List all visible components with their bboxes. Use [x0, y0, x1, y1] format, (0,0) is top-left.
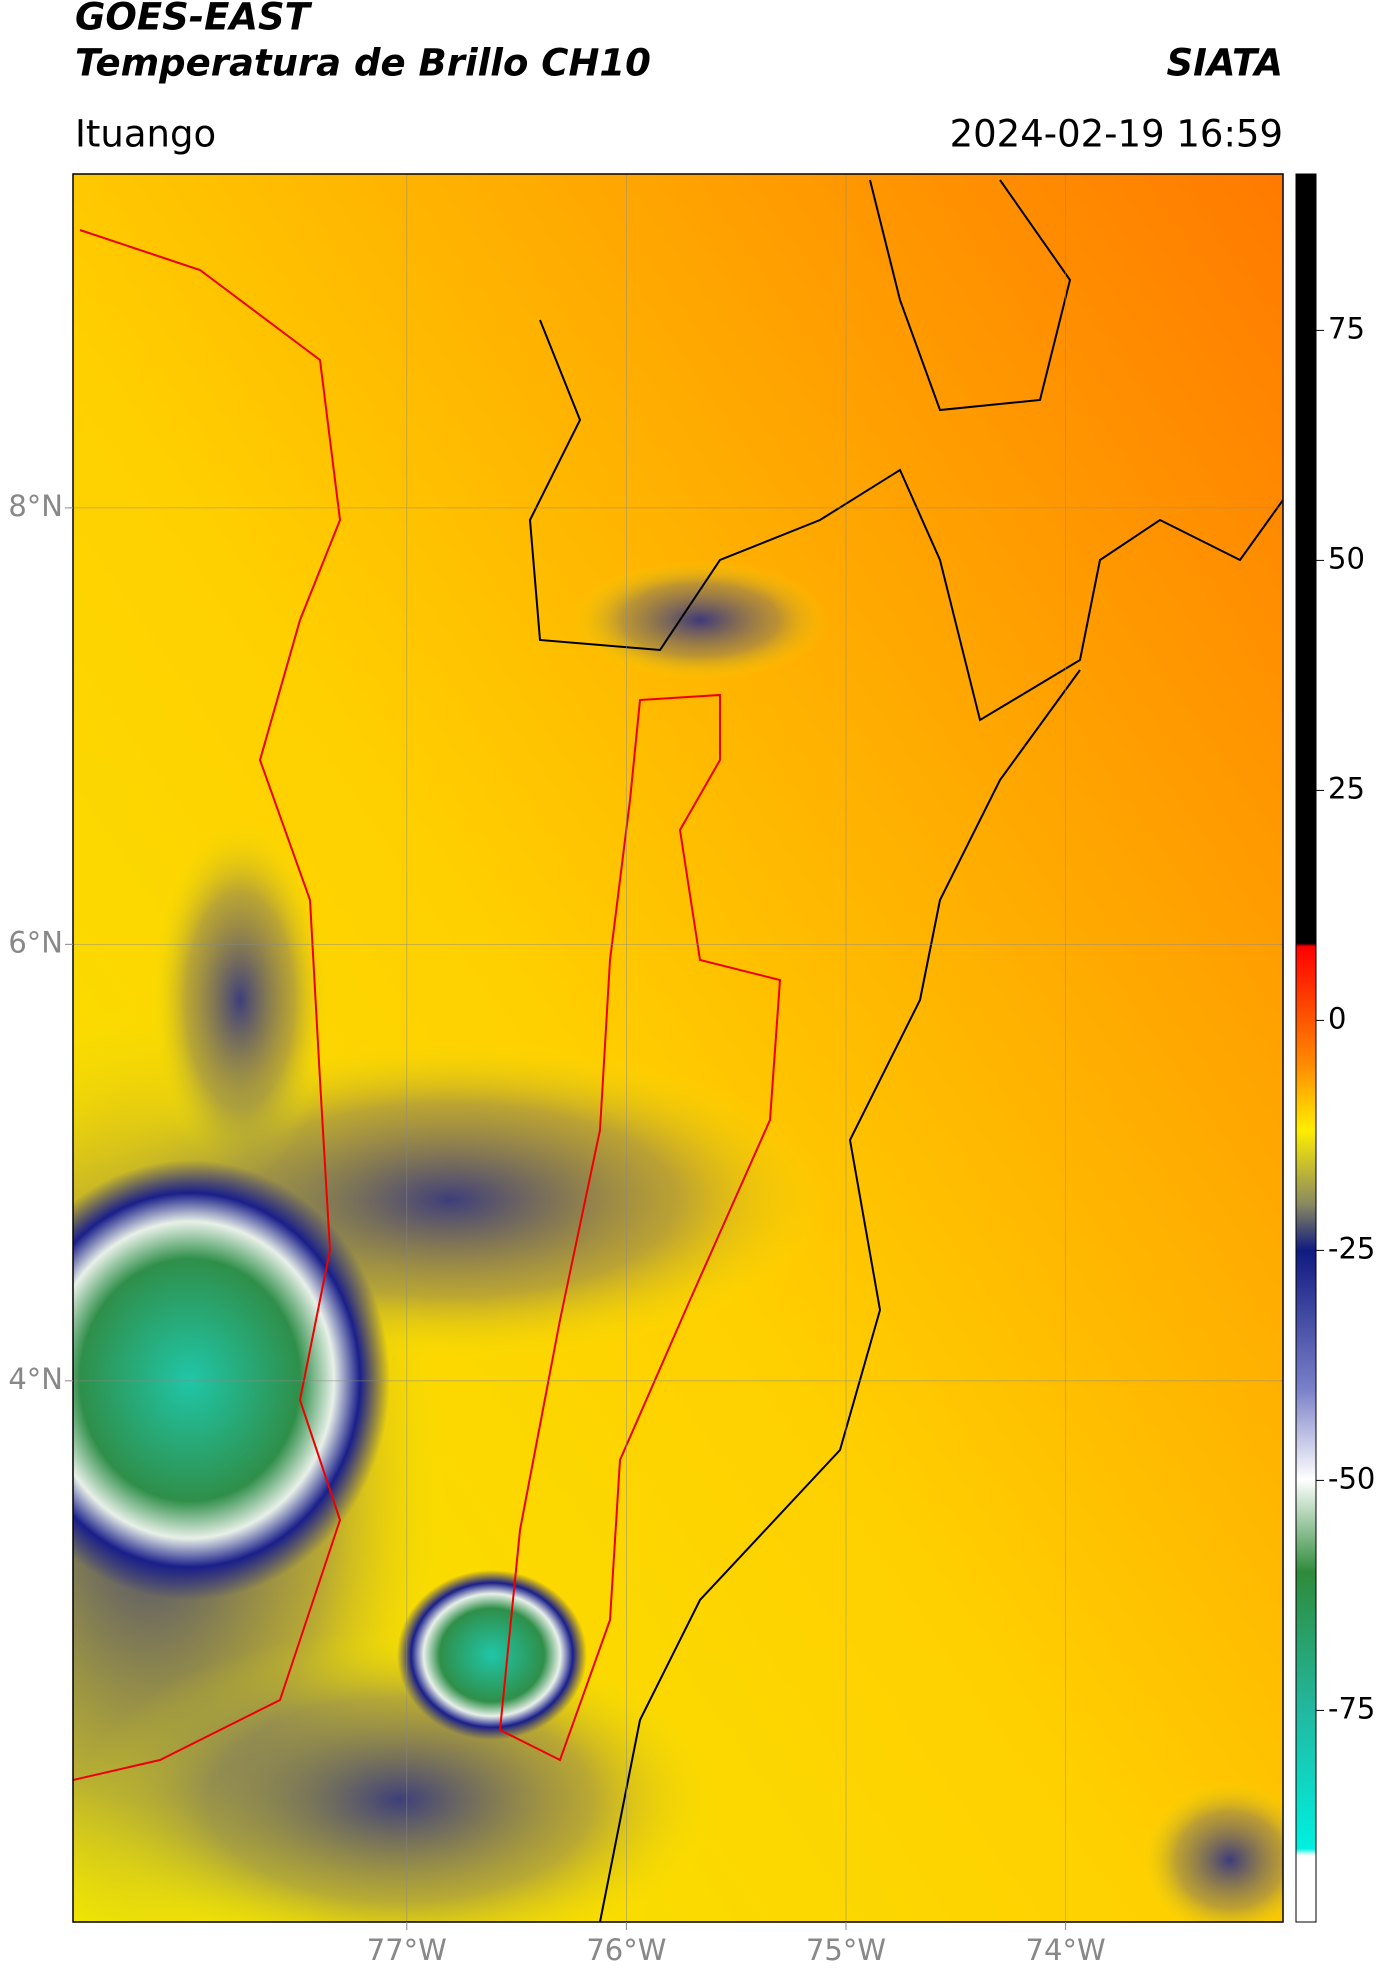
- department-border: [498, 693, 782, 1762]
- timestamp: 2024-02-19 16:59: [950, 113, 1283, 156]
- colorbar-tick-label: 50: [1328, 541, 1365, 575]
- cloud-haze: [570, 560, 830, 680]
- colorbar-tick-label: -75: [1328, 1691, 1375, 1725]
- colorbar-tick-label: 75: [1328, 311, 1365, 345]
- x-tick-label: 74°W: [1026, 1933, 1106, 1967]
- colorbar: [1295, 173, 1317, 1923]
- cloud-core: [397, 1570, 587, 1740]
- colorbar-tick-label: -25: [1328, 1231, 1375, 1265]
- border: [599, 669, 1081, 1922]
- coastline: [73, 229, 342, 1781]
- x-tick-label: 76°W: [586, 1933, 666, 1967]
- border: [869, 179, 1072, 412]
- cloud-core: [73, 1160, 390, 1600]
- map-image: [73, 174, 1283, 1922]
- title: GOES-EAST: [75, 0, 313, 39]
- map-frame: [72, 173, 1284, 1923]
- y-tick-label: 8°N: [8, 489, 63, 523]
- grid: [73, 174, 1283, 1922]
- cloud-haze: [1140, 1780, 1283, 1922]
- x-tick-label: 75°W: [806, 1933, 886, 1967]
- colorbar-tick-label: 25: [1328, 771, 1365, 805]
- colorbar-tick-label: -50: [1328, 1461, 1375, 1495]
- border: [528, 319, 1283, 722]
- cloud-haze: [150, 820, 330, 1180]
- x-tick-label: 77°W: [367, 1933, 447, 1967]
- brand: SIATA: [1166, 42, 1283, 85]
- subtitle: Temperatura de Brillo CH10: [75, 42, 651, 85]
- y-tick-label: 4°N: [8, 1362, 63, 1396]
- y-tick-label: 6°N: [8, 925, 63, 959]
- colorbar-tick-label: 0: [1328, 1001, 1346, 1035]
- location: Ituango: [75, 113, 216, 156]
